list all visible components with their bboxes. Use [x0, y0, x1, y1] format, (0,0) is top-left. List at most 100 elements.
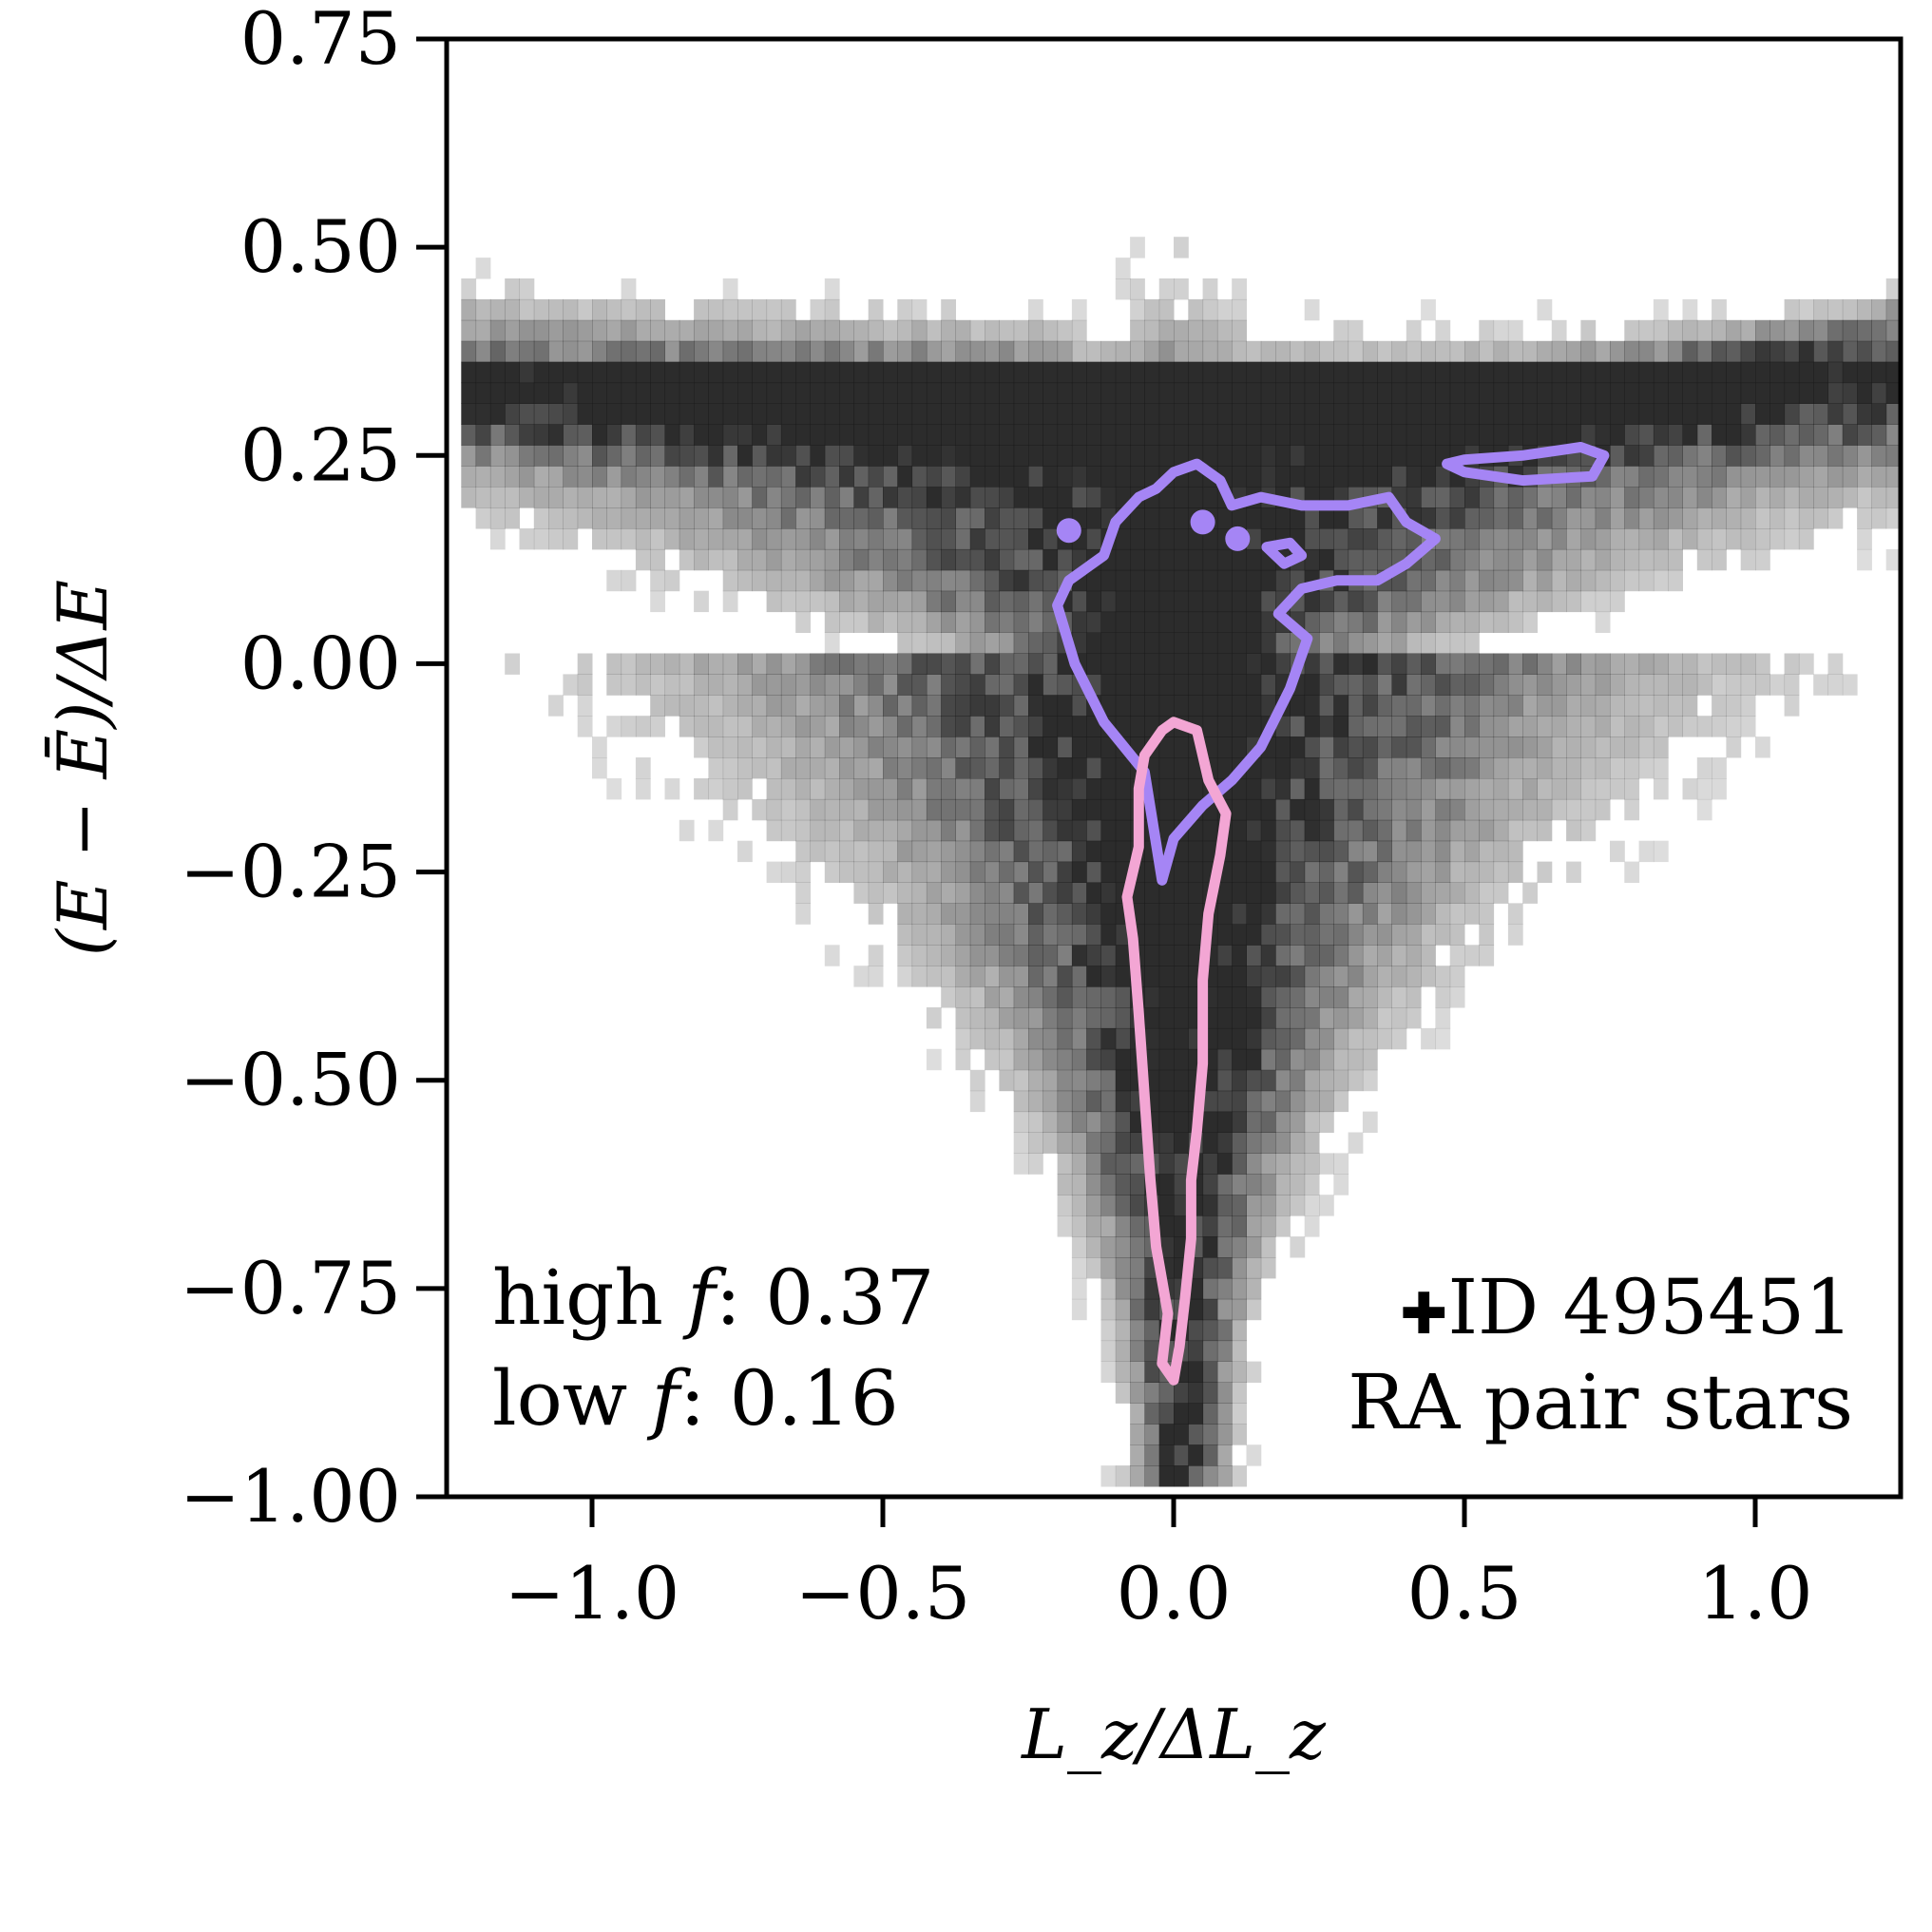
density-bin — [941, 507, 956, 529]
density-bin — [780, 757, 796, 779]
density-bin — [1100, 569, 1117, 592]
density-bin — [1551, 319, 1567, 342]
density-bin — [1202, 1361, 1218, 1383]
density-bin — [853, 653, 870, 675]
density-bin — [1304, 924, 1320, 946]
density-bin — [577, 319, 593, 342]
density-bin — [1377, 403, 1392, 425]
density-bin — [1115, 1153, 1131, 1175]
density-bin — [1566, 674, 1581, 696]
density-bin — [505, 361, 520, 384]
density-bin — [1377, 632, 1392, 654]
density-bin — [548, 445, 564, 467]
density-bin — [606, 298, 622, 321]
density-bin — [563, 361, 579, 384]
density-bin — [1421, 924, 1436, 946]
density-bin — [853, 674, 870, 696]
density-bin — [1624, 653, 1640, 675]
density-bin — [1740, 319, 1756, 342]
density-bin — [1406, 487, 1422, 508]
density-bin — [926, 590, 942, 613]
density-bin — [1260, 757, 1276, 779]
density-bin — [941, 340, 956, 363]
density-bin — [1362, 903, 1378, 925]
density-bin — [1449, 632, 1465, 654]
density-bin — [897, 966, 913, 987]
density-bin — [1202, 1257, 1218, 1279]
density-bin — [1885, 487, 1901, 508]
density-bin — [766, 819, 782, 842]
density-bin — [1449, 674, 1465, 696]
density-bin — [1551, 340, 1567, 363]
density-bin — [606, 674, 622, 696]
density-bin — [824, 445, 840, 467]
density-bin — [1333, 653, 1349, 675]
density-bin — [780, 674, 796, 696]
density-bin — [1566, 736, 1581, 758]
density-bin — [1377, 340, 1392, 363]
density-bin — [810, 382, 826, 404]
density-bin — [635, 319, 651, 342]
density-bin — [1391, 632, 1407, 654]
density-bin — [1130, 653, 1145, 675]
density-bin — [737, 569, 753, 592]
density-bin — [1580, 403, 1597, 425]
density-bin — [1377, 882, 1392, 904]
density-bin — [1304, 861, 1320, 883]
density-bin — [1566, 424, 1581, 446]
density-bin — [999, 798, 1015, 821]
density-bin — [1174, 1027, 1189, 1050]
density-bin — [1144, 403, 1160, 425]
density-bin — [985, 548, 1000, 571]
density-bin — [1377, 466, 1392, 488]
density-bin — [722, 466, 738, 488]
density-bin — [883, 590, 898, 613]
density-bin — [839, 778, 854, 800]
density-bin — [926, 382, 942, 404]
density-bin — [1057, 966, 1073, 987]
density-bin — [1216, 924, 1233, 946]
density-bin — [1100, 1465, 1117, 1487]
density-bin — [955, 798, 971, 821]
density-bin — [650, 466, 665, 488]
density-bin — [1319, 382, 1334, 404]
density-bin — [664, 445, 680, 467]
density-bin — [461, 319, 477, 342]
density-bin — [1013, 1027, 1029, 1050]
density-bin — [1100, 611, 1117, 633]
density-bin — [1333, 924, 1349, 946]
density-bin — [1100, 945, 1117, 966]
density-bin — [1028, 903, 1043, 925]
density-bin — [1260, 1048, 1276, 1071]
density-bin — [679, 319, 695, 342]
density-bin — [1188, 487, 1204, 508]
density-bin — [1827, 445, 1844, 467]
density-bin — [1421, 861, 1436, 883]
density-bin — [1158, 1424, 1175, 1445]
density-bin — [1885, 507, 1901, 529]
density-bin — [1174, 569, 1189, 592]
density-bin — [969, 986, 985, 1008]
density-bin — [911, 757, 928, 779]
density-bin — [1493, 716, 1509, 737]
density-bin — [1188, 1403, 1204, 1425]
density-bin — [1202, 424, 1218, 446]
density-bin — [1260, 1090, 1276, 1113]
density-bin — [1740, 424, 1756, 446]
density-bin — [969, 1090, 985, 1113]
density-bin — [722, 569, 738, 592]
density-bin — [752, 466, 768, 488]
density-bin — [1260, 590, 1276, 613]
density-bin — [1174, 1424, 1189, 1445]
density-bin — [1028, 1027, 1043, 1050]
density-bin — [1871, 507, 1887, 529]
density-bin — [1232, 716, 1247, 737]
density-bin — [1580, 819, 1597, 842]
density-bin — [1610, 548, 1625, 571]
density-bin — [1304, 340, 1320, 363]
density-bin — [1216, 569, 1233, 592]
density-bin — [1755, 736, 1770, 758]
density-bin — [722, 340, 738, 363]
density-bin — [1624, 674, 1640, 696]
density-bin — [1653, 528, 1669, 550]
